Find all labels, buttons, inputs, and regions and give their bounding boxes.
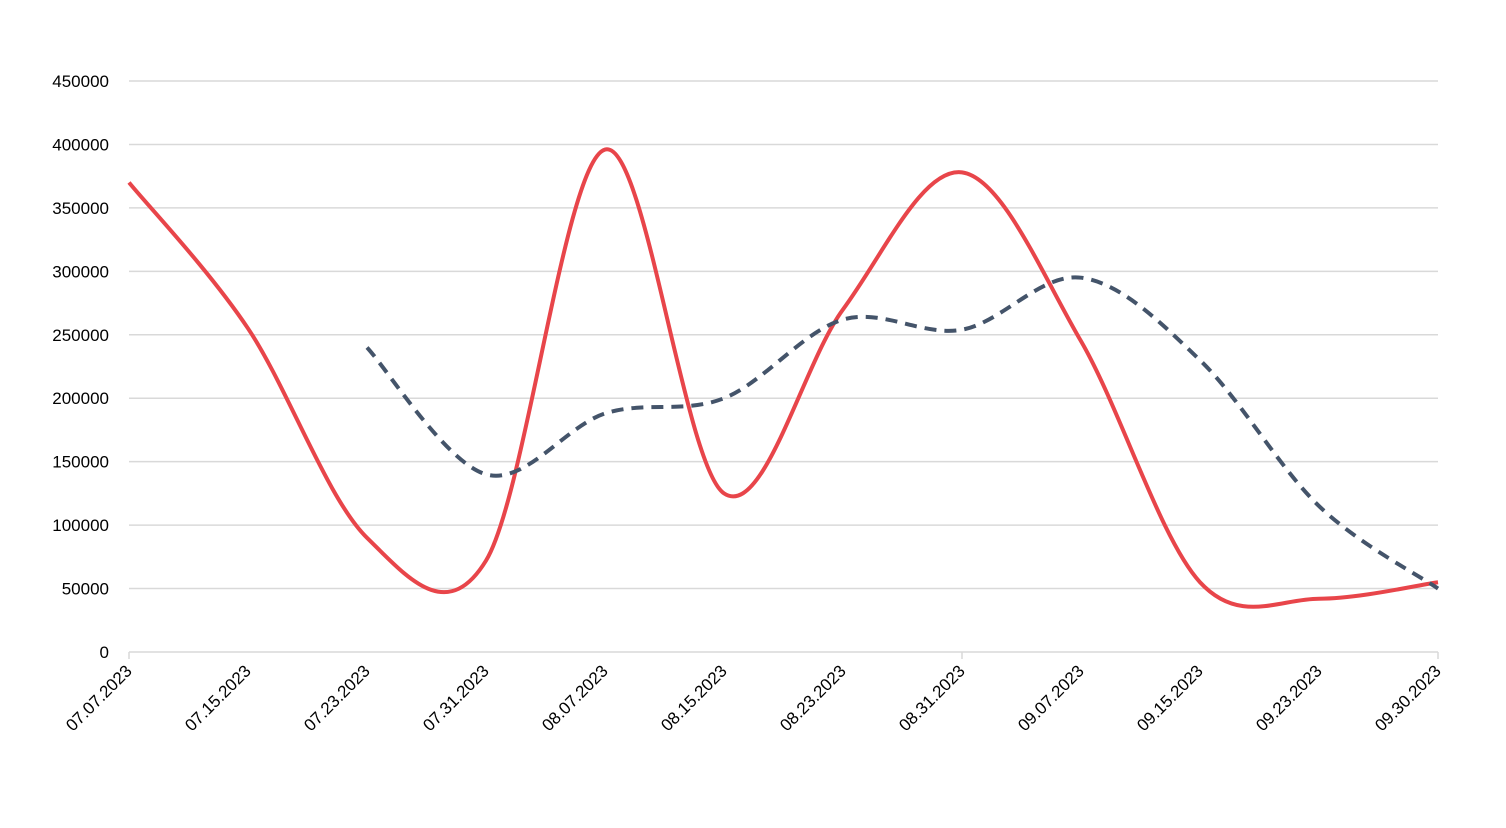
x-tick-label: 09.23.2023 (1252, 661, 1326, 735)
series-group (127, 147, 1440, 609)
y-tick-label: 250000 (52, 326, 109, 345)
grid-lines (129, 80, 1438, 590)
y-tick-label: 400000 (52, 135, 109, 154)
x-tick-label: 09.15.2023 (1133, 661, 1207, 735)
x-tick-label: 07.31.2023 (419, 661, 493, 735)
y-tick-label: 450000 (52, 72, 109, 91)
x-tick-label: 09.07.2023 (1014, 661, 1088, 735)
x-tick-label: 08.15.2023 (657, 661, 731, 735)
x-tick-label: 07.15.2023 (181, 661, 255, 735)
y-tick-label: 350000 (52, 199, 109, 218)
y-tick-label: 50000 (62, 580, 109, 599)
dashed-series-line (365, 275, 1440, 591)
y-tick-label: 300000 (52, 262, 109, 281)
y-tick-label: 100000 (52, 516, 109, 535)
y-axis-tick-labels: 0 50000 100000 150000 200000 250000 300000 3500… (52, 72, 109, 662)
x-tick-label: 08.07.2023 (538, 661, 612, 735)
x-tick-label: 07.23.2023 (300, 661, 374, 735)
x-tick-label: 07.07.2023 (62, 661, 136, 735)
x-tick-label: 08.31.2023 (895, 661, 969, 735)
x-tick-label: 08.23.2023 (776, 661, 850, 735)
solid-series-line (127, 147, 1439, 609)
x-tick-label: 09.30.2023 (1371, 661, 1445, 735)
axes (128, 651, 1439, 659)
x-axis-tick-labels: 07.07.2023 07.15.2023 07.23.2023 07.31.2023… (62, 661, 1445, 735)
y-tick-label: 200000 (52, 389, 109, 408)
y-tick-label: 150000 (52, 453, 109, 472)
y-tick-label: 0 (100, 643, 109, 662)
